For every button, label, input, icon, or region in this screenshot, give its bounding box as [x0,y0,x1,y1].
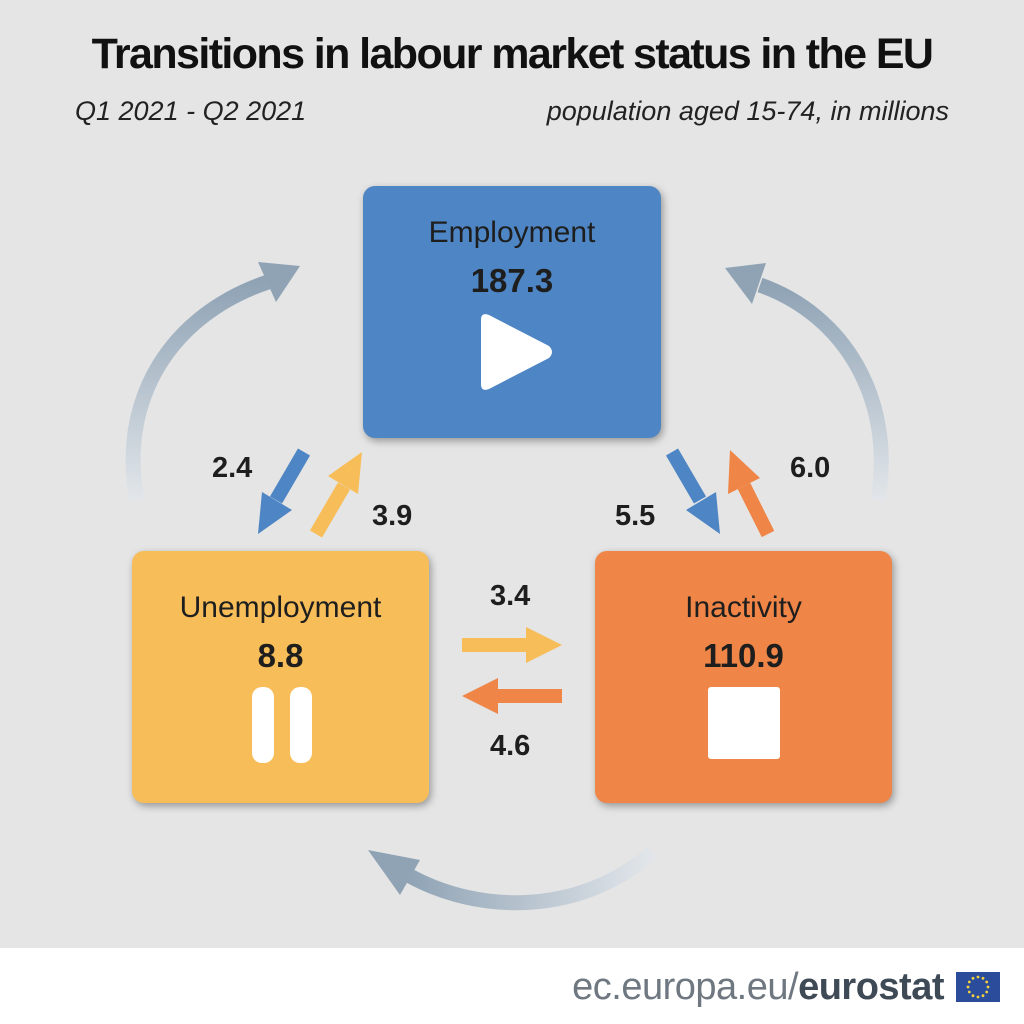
page-title: Transitions in labour market status in t… [91,30,934,78]
flow-label-emp-to-unemp: 2.4 [212,452,253,484]
flow-label-inact-to-emp: 6.0 [790,452,831,484]
employment-value: 187.3 [470,262,554,299]
eurostat-url[interactable]: ec.europa.eu/eurostat [572,966,944,1009]
eu-flag-icon [956,972,1000,1002]
employment-label: Employment [428,216,596,249]
unemployment-box: Unemployment 8.8 [132,551,429,803]
arrow-unemployment-to-inactivity [462,627,562,663]
arrow-inactivity-to-employment [728,450,775,538]
unemployment-value: 8.8 [257,637,304,674]
footer-domain: ec.europa.eu/ [572,966,799,1008]
flow-label-unemp-to-inact: 3.4 [490,580,531,612]
play-icon [481,314,552,390]
cycle-arrow-bottom [368,847,657,911]
population-subtitle: population aged 15-74, in millions [546,96,949,126]
unemployment-label: Unemployment [179,591,382,624]
period-subtitle: Q1 2021 - Q2 2021 [75,96,307,126]
inactivity-label: Inactivity [685,591,802,624]
arrow-employment-to-unemployment [258,448,311,534]
pause-icon [252,687,312,763]
footer-brand: eurostat [798,966,944,1008]
stop-icon [708,687,780,759]
cycle-arrow-left [125,262,300,502]
arrow-inactivity-to-unemployment [462,678,562,714]
employment-box: Employment 187.3 [363,186,661,438]
flow-label-emp-to-inact: 5.5 [615,500,656,532]
flow-arrows-layer [125,262,889,911]
inactivity-value: 110.9 [703,637,784,674]
inactivity-box: Inactivity 110.9 [595,551,892,803]
cycle-arrow-right [725,263,889,502]
infographic-panel: Transitions in labour market status in t… [0,0,1024,948]
arrow-unemployment-to-employment [309,452,362,538]
flow-label-unemp-to-emp: 3.9 [372,500,413,532]
flow-label-inact-to-unemp: 4.6 [490,730,531,762]
arrow-employment-to-inactivity [665,448,720,534]
